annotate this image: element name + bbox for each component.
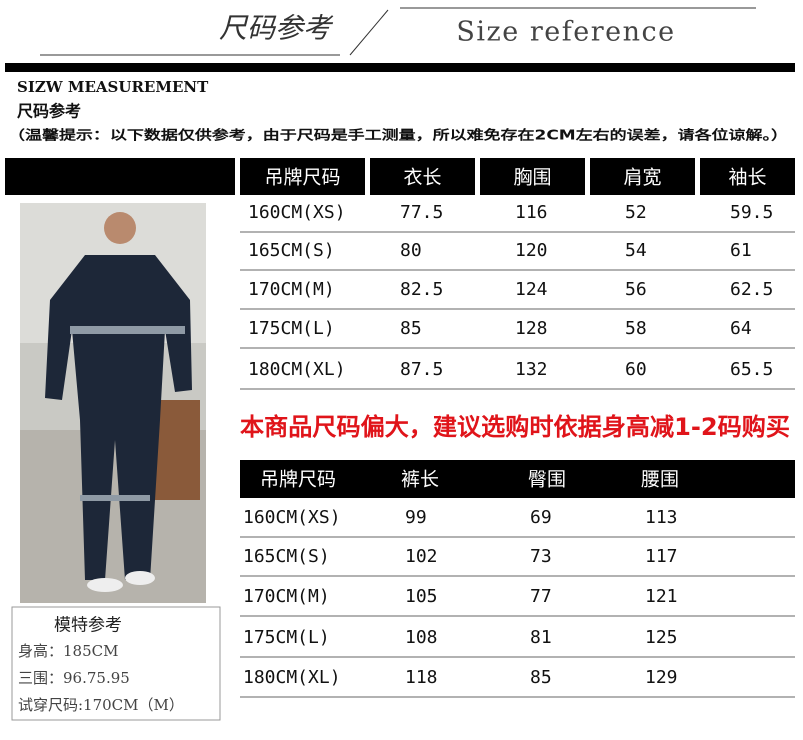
section-label-cn: 尺码参考 [17, 102, 81, 121]
cell: 117 [645, 546, 678, 567]
column-header: 衣长 [403, 167, 441, 189]
notice-red: 本商品尺码偏大，建议选购时依据身高减1-2码购买 [240, 413, 790, 441]
cell: 77.5 [400, 202, 443, 223]
cell: 121 [645, 586, 678, 607]
cell: 87.5 [400, 359, 443, 380]
header-cell [590, 158, 695, 195]
model-line: 三围：96.75.95 [18, 669, 130, 687]
header-cell [240, 158, 365, 195]
size-label: 180CM(XL) [248, 359, 346, 380]
column-header: 臀围 [528, 469, 566, 491]
model-line: 身高：185CM [18, 642, 118, 660]
cell: 73 [530, 546, 552, 567]
divider-bar [5, 63, 795, 72]
header-block [5, 158, 235, 195]
cell: 120 [515, 240, 548, 261]
cell: 85 [400, 318, 422, 339]
cell: 99 [405, 507, 427, 528]
cell: 128 [515, 318, 548, 339]
cell: 113 [645, 507, 678, 528]
cell: 85 [530, 667, 552, 688]
cell: 77 [530, 586, 552, 607]
cell: 80 [400, 240, 422, 261]
title-en: Size reference [456, 17, 675, 48]
cell: 58 [625, 318, 647, 339]
column-header: 袖长 [728, 167, 766, 189]
cell: 132 [515, 359, 548, 380]
section-notice: （温馨提示：以下数据仅供参考，由于尺码是手工测量，所以难免存在2CM左右的误差，… [8, 128, 788, 144]
column-header: 腰围 [641, 469, 679, 491]
size-label: 165CM(S) [243, 546, 330, 567]
cell: 118 [405, 667, 438, 688]
size-label: 180CM(XL) [243, 667, 341, 688]
cell: 61 [730, 240, 752, 261]
cell: 81 [530, 627, 552, 648]
column-header: 胸围 [513, 167, 551, 189]
column-header: 吊牌尺码 [260, 469, 336, 491]
cell: 129 [645, 667, 678, 688]
title-slash [349, 9, 389, 56]
size-label: 165CM(S) [248, 240, 335, 261]
cell: 69 [530, 507, 552, 528]
model-box [11, 606, 221, 721]
cell: 65.5 [730, 359, 773, 380]
cell: 82.5 [400, 279, 443, 300]
size-label: 160CM(XS) [243, 507, 341, 528]
size-label: 160CM(XS) [248, 202, 346, 223]
cell: 124 [515, 279, 548, 300]
header-band [240, 460, 795, 498]
cell: 59.5 [730, 202, 773, 223]
cell: 62.5 [730, 279, 773, 300]
cell: 64 [730, 318, 752, 339]
cell: 60 [625, 359, 647, 380]
size-label: 170CM(M) [248, 279, 335, 300]
section-label-en: SIZW MEASUREMENT [17, 78, 209, 96]
model-title: 模特参考 [54, 616, 122, 636]
column-header: 吊牌尺码 [264, 167, 340, 189]
cell: 54 [625, 240, 647, 261]
title-cn: 尺码参考 [219, 12, 334, 45]
model-line: 试穿尺码:170CM（M） [18, 696, 184, 714]
size-label: 170CM(M) [243, 586, 330, 607]
header-cell [370, 158, 475, 195]
size-label: 175CM(L) [243, 627, 330, 648]
cell: 56 [625, 279, 647, 300]
model-photo [20, 203, 206, 603]
cell: 102 [405, 546, 438, 567]
cell: 52 [625, 202, 647, 223]
column-header: 裤长 [401, 469, 439, 491]
cell: 108 [405, 627, 438, 648]
header-cell [480, 158, 585, 195]
cell: 125 [645, 627, 678, 648]
column-header: 肩宽 [623, 167, 661, 189]
header-cell [700, 158, 795, 195]
cell: 105 [405, 586, 438, 607]
cell: 116 [515, 202, 548, 223]
size-label: 175CM(L) [248, 318, 335, 339]
